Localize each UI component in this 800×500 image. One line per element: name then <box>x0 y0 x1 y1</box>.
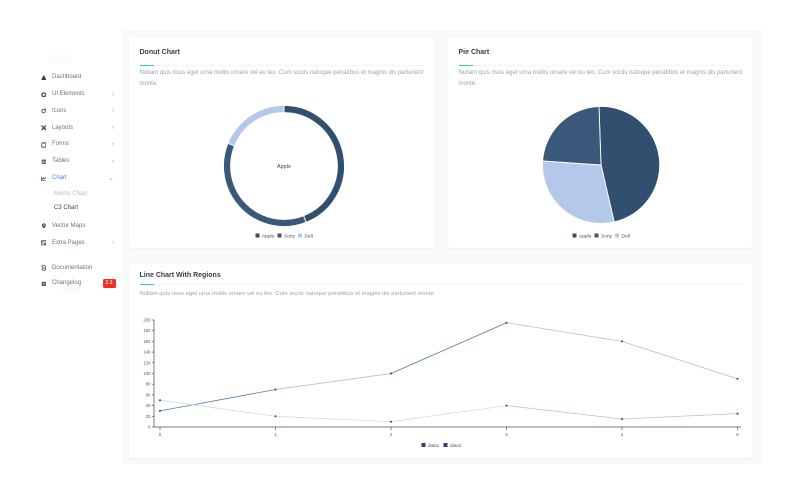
svg-text:4: 4 <box>621 432 624 437</box>
svg-text:180: 180 <box>143 328 151 333</box>
svg-text:data1: data1 <box>428 443 440 448</box>
svg-text:Dell: Dell <box>305 234 313 240</box>
svg-text:20: 20 <box>146 414 151 419</box>
svg-text:60: 60 <box>146 392 151 397</box>
svg-text:3: 3 <box>505 432 508 437</box>
svg-text:160: 160 <box>143 339 151 344</box>
svg-text:Sony: Sony <box>601 234 613 240</box>
svg-text:100: 100 <box>143 371 151 376</box>
svg-text:Sony: Sony <box>284 234 296 240</box>
svg-text:40: 40 <box>146 403 151 408</box>
svg-text:140: 140 <box>143 350 151 355</box>
svg-text:5: 5 <box>736 432 739 437</box>
svg-text:Apple: Apple <box>579 234 592 240</box>
svg-text:Apple: Apple <box>277 164 291 170</box>
svg-text:data2: data2 <box>450 443 462 448</box>
svg-text:0: 0 <box>159 432 162 437</box>
svg-text:0: 0 <box>148 425 151 430</box>
svg-text:200: 200 <box>143 318 151 323</box>
svg-text:2: 2 <box>390 432 393 437</box>
svg-text:120: 120 <box>143 360 151 365</box>
svg-text:80: 80 <box>146 382 151 387</box>
svg-text:Dell: Dell <box>622 234 630 240</box>
svg-text:1: 1 <box>274 432 277 437</box>
svg-text:Apple: Apple <box>262 234 275 240</box>
